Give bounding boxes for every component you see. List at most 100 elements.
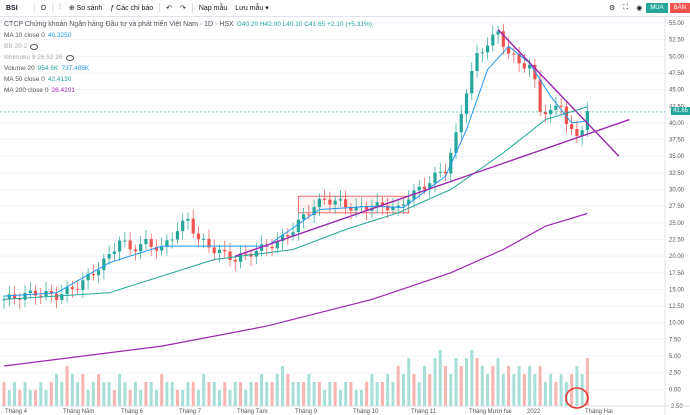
candle-body bbox=[286, 234, 290, 237]
candle-body bbox=[223, 249, 227, 252]
volume-bar bbox=[133, 382, 137, 406]
volume-bar bbox=[549, 374, 553, 406]
candle-body bbox=[60, 294, 64, 300]
candle-body bbox=[543, 111, 547, 115]
volume-bar bbox=[528, 366, 532, 406]
volume-bar bbox=[239, 382, 243, 406]
eye-hidden-icon[interactable] bbox=[65, 54, 74, 61]
candle-body bbox=[23, 293, 27, 300]
volume-bar bbox=[97, 374, 101, 406]
volume-value2: 737.485K bbox=[61, 65, 90, 72]
redo-button[interactable]: ↷ bbox=[176, 0, 190, 16]
volume-bar bbox=[76, 382, 80, 406]
volume-bar bbox=[401, 374, 405, 406]
volume-bar bbox=[144, 382, 148, 406]
legend-bb[interactable]: BB 20 2 bbox=[4, 41, 372, 52]
candle-body bbox=[454, 132, 458, 153]
save-template-label: Lưu mẫu bbox=[235, 4, 264, 12]
candle-body bbox=[417, 186, 421, 191]
legend-volume[interactable]: Volume 20 954.6K 737.485K bbox=[4, 63, 372, 74]
interval-selector[interactable]: D bbox=[41, 4, 47, 12]
legend-ichimoku[interactable]: Ichimoku 9 26 52 26 bbox=[4, 52, 372, 63]
candle-body bbox=[139, 244, 143, 252]
volume-bar bbox=[233, 382, 237, 406]
candle-body bbox=[301, 214, 306, 220]
eye-hidden-icon[interactable] bbox=[30, 43, 39, 50]
y-tick-label: 32.50 bbox=[669, 171, 685, 177]
volume-bar bbox=[60, 382, 64, 406]
legend-ma10[interactable]: MA 10 close 0 40.3250 bbox=[4, 30, 372, 41]
buy-button[interactable]: MUA bbox=[646, 3, 668, 13]
fullscreen-button[interactable]: ⛶ bbox=[619, 0, 632, 16]
candle-body bbox=[18, 298, 22, 300]
top-toolbar: BSI D ⫶ ⊕ So sánh ƒ Các chỉ báo ↶ ↷ Nạp … bbox=[0, 0, 690, 17]
candle-body bbox=[160, 246, 164, 251]
legend-ma200[interactable]: MA 200 close 0 26.4201 bbox=[4, 85, 372, 96]
volume-bar bbox=[491, 366, 495, 406]
volume-bar bbox=[517, 366, 521, 406]
candle-body bbox=[412, 190, 416, 200]
volume-bar bbox=[186, 382, 190, 406]
indicators-button[interactable]: ƒ Các chỉ báo bbox=[106, 0, 157, 16]
volume-bar bbox=[475, 358, 479, 406]
legend-ohlc: O40.20 H42.00 L40.10 C41.65 +2.10 (+5.31… bbox=[236, 21, 372, 28]
volume-bar bbox=[149, 382, 153, 406]
x-tick-label: Tháng 10 bbox=[353, 409, 379, 415]
ma50-value: 42.4130 bbox=[47, 76, 72, 83]
chart-type-button[interactable]: ⫶ bbox=[55, 0, 65, 16]
candle-body bbox=[123, 240, 127, 242]
volume-bar bbox=[39, 382, 43, 406]
ichimoku-label: Ichimoku 9 26 52 26 bbox=[4, 54, 63, 61]
symbol-selector[interactable]: BSI bbox=[6, 4, 18, 12]
volume-bar bbox=[375, 382, 379, 406]
volume-bar bbox=[302, 382, 306, 406]
volume-bar bbox=[118, 374, 122, 406]
volume-bar bbox=[354, 390, 358, 406]
candle-body bbox=[133, 249, 137, 252]
volume-bar bbox=[202, 374, 206, 406]
ma10-label: MA 10 close 0 bbox=[4, 32, 45, 39]
candle-body bbox=[270, 246, 274, 249]
candle-body bbox=[97, 270, 101, 276]
legend-title: CTCP Chứng khoán Ngân hàng Đầu tư và phá… bbox=[4, 21, 234, 28]
load-template-button[interactable]: Nạp mẫu bbox=[198, 4, 228, 12]
legend-ma50[interactable]: MA 50 close 0 42.4130 bbox=[4, 74, 372, 85]
y-tick-label: 5.00 bbox=[669, 354, 681, 360]
settings-button[interactable]: ⚙ bbox=[605, 0, 619, 16]
save-template-button[interactable]: Lưu mẫu ▾ bbox=[231, 0, 273, 16]
volume-bar bbox=[181, 390, 185, 406]
candle-body bbox=[407, 199, 411, 205]
compare-button[interactable]: ⊕ So sánh bbox=[65, 0, 107, 16]
candle-body bbox=[496, 31, 500, 35]
y-tick-label: 15.00 bbox=[669, 287, 685, 293]
candle-body bbox=[459, 113, 463, 133]
volume-bar bbox=[34, 390, 38, 406]
y-tick-label: 0.00 bbox=[669, 387, 681, 393]
sell-button[interactable]: BÁN bbox=[669, 3, 690, 13]
volume-bar bbox=[391, 382, 395, 406]
y-tick-label: 27.50 bbox=[669, 204, 685, 210]
candle-body bbox=[81, 280, 85, 290]
candle-body bbox=[233, 259, 237, 262]
candle-body bbox=[501, 31, 505, 47]
candle-body bbox=[422, 186, 427, 190]
chevron-down-icon: ▾ bbox=[263, 5, 269, 12]
ma10-value: 40.3250 bbox=[47, 32, 72, 39]
volume-bar bbox=[444, 366, 448, 406]
volume-bar bbox=[422, 366, 426, 406]
candle-body bbox=[170, 239, 174, 241]
candle-body bbox=[165, 240, 169, 247]
volume-bar bbox=[554, 382, 558, 406]
volume-bar bbox=[170, 382, 174, 406]
x-tick-label: Tháng Năm bbox=[63, 409, 94, 415]
snapshot-button[interactable]: ◉ bbox=[632, 0, 646, 16]
volume-bar bbox=[307, 374, 311, 406]
candle-body bbox=[517, 53, 521, 64]
volume-bar bbox=[175, 390, 179, 406]
y-tick-label: 10.00 bbox=[669, 321, 685, 327]
volume-bar bbox=[223, 382, 227, 406]
price-chart[interactable]: 55.0052.5050.0047.5045.0042.5040.0037.50… bbox=[0, 17, 690, 415]
undo-button[interactable]: ↶ bbox=[162, 0, 176, 16]
candle-body bbox=[438, 171, 442, 173]
volume-bar bbox=[296, 382, 300, 406]
